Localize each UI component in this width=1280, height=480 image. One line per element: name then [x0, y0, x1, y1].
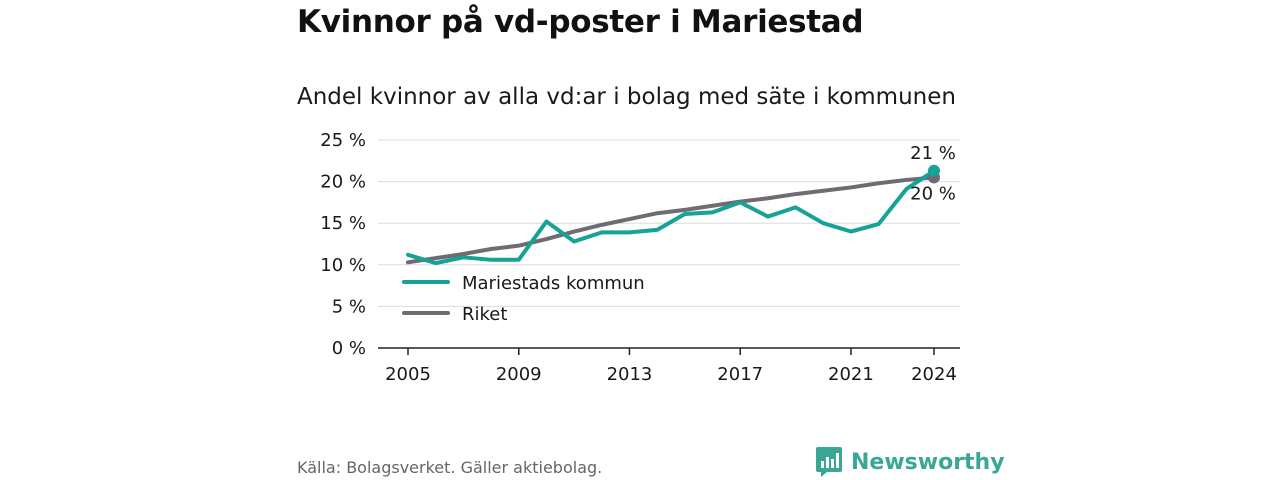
y-tick-label: 10 %: [320, 255, 366, 276]
chart-title: Kvinnor på vd-poster i Mariestad: [297, 4, 864, 40]
y-tick-label: 5 %: [332, 296, 366, 317]
brand-name: Newsworthy: [851, 449, 1005, 475]
newsworthy-logo-icon: [816, 447, 842, 477]
x-tick-label: 2005: [385, 364, 431, 385]
y-tick-label: 25 %: [320, 130, 366, 151]
end-label-mariestad: 21 %: [910, 143, 956, 164]
y-axis-tick-labels: 0 % 5 % 10 % 15 % 20 % 25 %: [320, 130, 366, 359]
brand-logo: Newsworthy: [815, 446, 1005, 478]
y-tick-label: 20 %: [320, 172, 366, 193]
end-label-riket: 20 %: [910, 183, 956, 204]
end-labels: 21 % 20 %: [910, 143, 956, 205]
source-note: Källa: Bolagsverket. Gäller aktiebolag.: [297, 458, 603, 477]
series-line-riket: [406, 175, 936, 265]
y-tick-label: 0 %: [332, 338, 366, 359]
series-line-mariestad: [406, 168, 936, 266]
x-axis: 2005 2009 2013 2017 2021 2024: [378, 347, 960, 385]
series-lines: [406, 164, 940, 266]
x-tick-label: 2021: [828, 364, 874, 385]
legend: Mariestads kommun Riket: [402, 273, 645, 325]
legend-label: Riket: [462, 304, 507, 325]
chart-subtitle: Andel kvinnor av alla vd:ar i bolag med …: [297, 84, 956, 110]
x-tick-label: 2013: [607, 364, 653, 385]
legend-label: Mariestads kommun: [462, 273, 645, 294]
y-tick-label: 15 %: [320, 213, 366, 234]
x-tick-label: 2024: [911, 364, 957, 385]
x-tick-label: 2017: [717, 364, 763, 385]
series-end-point: [928, 164, 940, 177]
x-tick-label: 2009: [496, 364, 542, 385]
